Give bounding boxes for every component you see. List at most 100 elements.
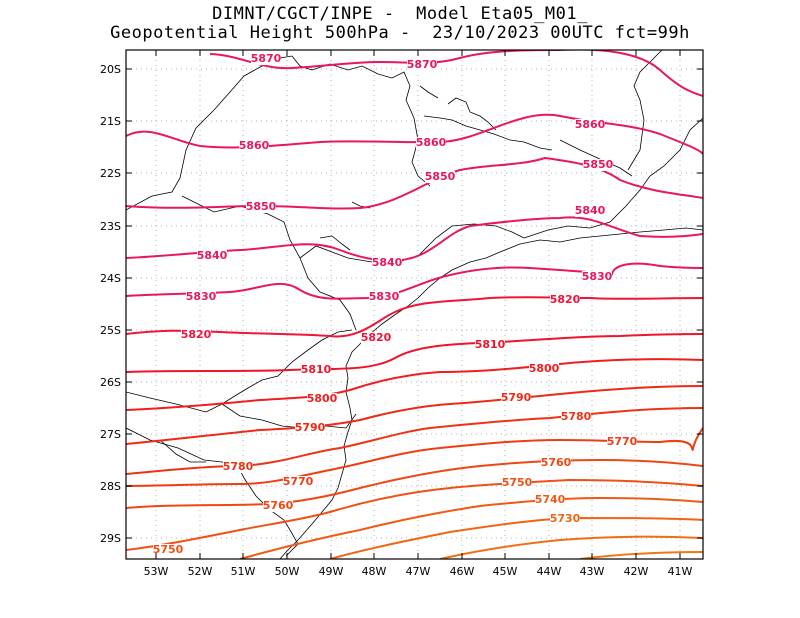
latitude-label: 24S [100, 272, 121, 285]
contour-label: 5860 [416, 136, 447, 149]
contour-label: 5760 [541, 456, 572, 469]
contour-label: 5850 [246, 200, 277, 213]
longitude-label: 51W [231, 565, 256, 578]
contour-label: 5860 [575, 118, 606, 131]
contour-label: 5840 [197, 249, 228, 262]
longitude-label: 52W [188, 565, 213, 578]
latitude-label: 21S [100, 115, 121, 128]
longitude-label: 48W [362, 565, 387, 578]
contour-label: 5830 [186, 290, 217, 303]
contour-label-background [416, 137, 446, 149]
contour-label-background [283, 476, 313, 488]
contour-label: 5760 [263, 499, 294, 512]
contour-label: 5740 [535, 493, 566, 506]
contour-label-background [475, 339, 505, 351]
longitude-label: 44W [537, 565, 562, 578]
longitude-label: 42W [624, 565, 649, 578]
contour-label-background [575, 119, 605, 131]
contour-label: 5800 [307, 392, 338, 405]
contour-label-background [502, 477, 532, 489]
contour-label: 5790 [501, 391, 532, 404]
contour-label-background [361, 332, 391, 344]
contour-label-background [550, 513, 580, 525]
contour-label: 5820 [181, 328, 212, 341]
contour-label: 5820 [550, 293, 581, 306]
contour-label-background [223, 461, 253, 473]
contour-label: 5790 [295, 421, 326, 434]
contour-label-background [583, 159, 613, 171]
contour-label: 5870 [407, 58, 438, 71]
coastline [279, 85, 703, 559]
longitude-tick-labels: 53W 52W 51W 50W 49W 48W 47W 46W 45W 44W 43W 42W 41W [144, 565, 693, 578]
latitude-label: 23S [100, 220, 121, 233]
contour-label: 5840 [575, 204, 606, 217]
contour-label-background [535, 494, 565, 506]
contour-label-background [561, 411, 591, 423]
contour-label-background [407, 59, 437, 71]
contour-label-background [181, 329, 211, 341]
longitude-label: 49W [319, 565, 344, 578]
contour-label: 5800 [529, 362, 560, 375]
contour-label: 5750 [153, 543, 184, 556]
longitude-label: 47W [406, 565, 431, 578]
contour-label: 5820 [361, 331, 392, 344]
contour-label-background [197, 250, 227, 262]
contour-label-background [263, 500, 293, 512]
contour-label-background [501, 392, 531, 404]
latitude-label: 20S [100, 63, 121, 76]
latitude-label: 29S [100, 532, 121, 545]
contour-labels: 5870 5870 5860 5860 5860 5850 5850 5850 5840 5840… [153, 52, 638, 556]
contour-label-background [425, 171, 455, 183]
contour-label-background [301, 364, 331, 376]
map-title-line1: DIMNT/CGCT/INPE - Model Eta05_M01_ [212, 4, 588, 24]
contour-label-background [372, 257, 402, 269]
longitude-label: 41W [668, 565, 693, 578]
contour-label: 5770 [607, 435, 638, 448]
contour-label: 5730 [550, 512, 581, 525]
contour-label: 5750 [502, 476, 533, 489]
latitude-label: 25S [100, 324, 121, 337]
contour-label: 5780 [561, 410, 592, 423]
political-boundaries [126, 50, 703, 557]
latitude-label: 26S [100, 376, 121, 389]
contour-label: 5870 [251, 52, 282, 65]
latitude-label: 28S [100, 480, 121, 493]
contour-label-background [246, 201, 276, 213]
contour-label: 5830 [582, 270, 613, 283]
contour-label: 5830 [369, 290, 400, 303]
contour-label: 5780 [223, 460, 254, 473]
longitude-label: 50W [275, 565, 300, 578]
contour-label-background [251, 53, 281, 65]
contour-label: 5840 [372, 256, 403, 269]
longitude-label: 45W [493, 565, 518, 578]
contour-label-background [239, 140, 269, 152]
contour-label-background [295, 422, 325, 434]
contour-label: 5770 [283, 475, 314, 488]
longitude-label: 46W [450, 565, 475, 578]
contour-label-background [575, 205, 605, 217]
contour-label-background [607, 436, 637, 448]
axis-tick-marks [126, 50, 703, 559]
contour-label-background [550, 294, 580, 306]
contour-label: 5850 [583, 158, 614, 171]
latitude-label: 22S [100, 167, 121, 180]
height-contours [126, 50, 703, 559]
contour-label-background [186, 291, 216, 303]
contour-label-background [541, 457, 571, 469]
map-frame [125, 49, 704, 560]
contour-label-background [369, 291, 399, 303]
contour-label-background [307, 393, 337, 405]
contour-label: 5810 [301, 363, 332, 376]
latitude-label: 27S [100, 428, 121, 441]
contour-label-background [529, 363, 559, 375]
contour-label: 5860 [239, 139, 270, 152]
contour-label: 5810 [475, 338, 506, 351]
contour-label: 5850 [425, 170, 456, 183]
latitude-tick-labels: 20S 21S 22S 23S 24S 25S 26S 27S 28S 29S [100, 63, 121, 545]
longitude-label: 43W [580, 565, 605, 578]
map-title-line2: Geopotential Height 500hPa - 23/10/2023 … [110, 23, 690, 43]
contour-label-background [153, 544, 183, 556]
contour-label-background [582, 271, 612, 283]
longitude-label: 53W [144, 565, 169, 578]
